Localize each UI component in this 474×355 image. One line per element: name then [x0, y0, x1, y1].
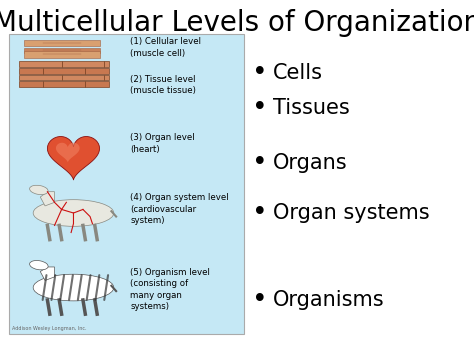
FancyBboxPatch shape — [24, 51, 100, 58]
FancyBboxPatch shape — [43, 81, 85, 87]
Text: Organs: Organs — [273, 153, 347, 173]
FancyBboxPatch shape — [62, 61, 104, 67]
Text: •: • — [252, 60, 267, 86]
Text: Tissues: Tissues — [273, 98, 349, 118]
Text: (4) Organ system level
(cardiovascular
system): (4) Organ system level (cardiovascular s… — [130, 193, 229, 225]
FancyBboxPatch shape — [62, 75, 104, 80]
FancyBboxPatch shape — [24, 40, 100, 46]
Text: •: • — [252, 150, 267, 176]
FancyBboxPatch shape — [19, 75, 62, 80]
Text: Organ systems: Organ systems — [273, 203, 429, 223]
Polygon shape — [47, 137, 100, 180]
FancyBboxPatch shape — [19, 81, 43, 87]
Text: Multicellular Levels of Organization: Multicellular Levels of Organization — [0, 9, 474, 37]
FancyBboxPatch shape — [85, 81, 109, 87]
FancyBboxPatch shape — [85, 68, 109, 74]
FancyBboxPatch shape — [19, 61, 62, 67]
FancyBboxPatch shape — [43, 68, 85, 74]
Text: Cells: Cells — [273, 63, 322, 83]
Polygon shape — [40, 267, 55, 280]
FancyBboxPatch shape — [24, 48, 100, 53]
Ellipse shape — [33, 274, 114, 301]
FancyBboxPatch shape — [19, 68, 43, 74]
Polygon shape — [40, 192, 55, 206]
Text: Organisms: Organisms — [273, 290, 384, 310]
Ellipse shape — [29, 261, 48, 270]
Text: (2) Tissue level
(muscle tissue): (2) Tissue level (muscle tissue) — [130, 75, 196, 95]
FancyBboxPatch shape — [104, 61, 109, 67]
Text: (3) Organ level
(heart): (3) Organ level (heart) — [130, 133, 195, 154]
Text: •: • — [252, 200, 267, 226]
Text: •: • — [252, 95, 267, 121]
Text: (1) Cellular level
(muscle cell): (1) Cellular level (muscle cell) — [130, 37, 201, 58]
Text: (5) Organism level
(consisting of
many organ
systems): (5) Organism level (consisting of many o… — [130, 268, 210, 311]
FancyBboxPatch shape — [9, 34, 244, 334]
Text: Addison Wesley Longman, Inc.: Addison Wesley Longman, Inc. — [12, 326, 86, 331]
Polygon shape — [56, 143, 80, 163]
Ellipse shape — [29, 185, 48, 195]
FancyBboxPatch shape — [104, 75, 109, 80]
Ellipse shape — [33, 200, 114, 226]
Text: •: • — [252, 287, 267, 313]
